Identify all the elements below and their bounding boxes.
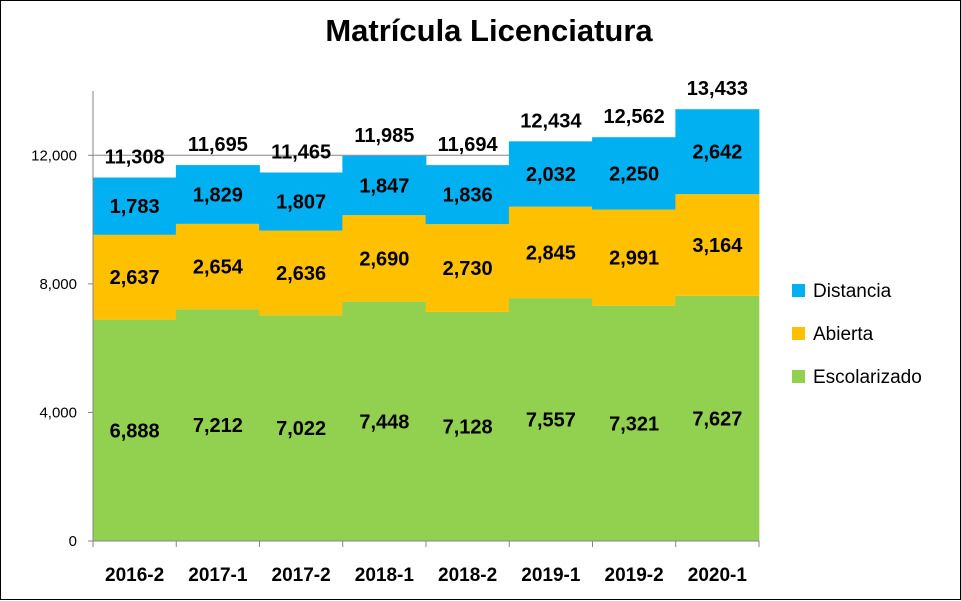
data-label-distancia: 2,250 [609,163,659,185]
data-label-distancia: 1,829 [193,184,243,206]
data-label-escolarizado: 7,022 [276,418,326,440]
legend-label-distancia: Distancia [813,281,892,302]
total-label: 12,434 [520,110,582,132]
legend-swatch-abierta [792,327,805,340]
bar-escolarizado [175,309,260,541]
data-label-abierta: 3,164 [692,235,743,257]
bar-escolarizado [508,298,593,541]
legend-swatch-distancia [792,284,805,297]
data-label-escolarizado: 7,627 [692,408,742,430]
data-label-escolarizado: 7,557 [526,410,576,432]
x-category-label: 2018-2 [438,565,497,586]
bar-distancia [175,165,260,224]
bar-abierta [175,223,260,310]
bar-distancia [592,137,677,210]
data-label-distancia: 2,642 [692,142,742,164]
data-label-abierta: 2,654 [193,257,244,279]
bar-escolarizado [592,305,677,541]
x-category-label: 2018-1 [355,565,415,586]
bar-escolarizado [259,315,344,541]
bar-escolarizado [342,301,427,541]
data-label-abierta: 2,690 [359,248,409,270]
chart-title: Matrícula Licenciatura [325,13,653,48]
bar-abierta [425,224,510,312]
bar-escolarizado [92,319,177,541]
data-label-abierta: 2,730 [443,258,493,280]
total-label: 11,465 [271,141,331,163]
bar-abierta [342,215,427,302]
legend-label-abierta: Abierta [813,324,874,345]
bar-distancia [342,155,427,216]
bar-abierta [259,230,344,316]
data-label-distancia: 2,032 [526,164,576,186]
data-label-escolarizado: 7,321 [609,413,659,435]
data-label-distancia: 1,807 [276,192,326,214]
x-category-label: 2019-1 [521,565,581,586]
x-category-label: 2020-1 [688,565,748,586]
data-label-distancia: 1,783 [110,196,160,218]
y-tick-label: 0 [69,533,77,550]
x-category-label: 2019-2 [605,565,664,586]
bar-abierta [508,206,593,299]
total-label: 11,985 [354,125,414,147]
bar-distancia [92,177,177,235]
bar-distancia [675,109,760,195]
x-category-label: 2017-2 [272,565,331,586]
data-label-escolarizado: 7,448 [359,411,409,433]
data-label-abierta: 2,991 [609,248,659,270]
x-category-label: 2017-1 [188,565,248,586]
legend-swatch-escolarizado [792,370,805,383]
y-tick-label: 8,000 [39,276,77,293]
bar-escolarizado [425,311,510,541]
x-category-label: 2016-2 [105,565,164,586]
bar-abierta [92,234,177,320]
bar-distancia [259,172,344,231]
total-label: 13,433 [687,78,748,100]
total-label: 11,694 [438,134,499,156]
total-label: 12,562 [604,106,665,128]
bar-distancia [425,165,510,225]
data-label-escolarizado: 7,128 [443,416,493,438]
data-label-abierta: 2,636 [276,263,326,285]
bar-abierta [592,209,677,306]
legend-label-escolarizado: Escolarizado [813,367,922,388]
data-label-escolarizado: 6,888 [110,420,160,442]
data-label-abierta: 2,845 [526,242,576,264]
data-label-escolarizado: 7,212 [193,415,243,437]
data-label-distancia: 1,836 [443,185,493,207]
y-tick-label: 12,000 [31,147,77,164]
y-tick-label: 4,000 [39,404,77,421]
bar-abierta [675,194,760,296]
total-label: 11,308 [105,147,165,169]
data-label-abierta: 2,637 [110,267,160,289]
data-label-distancia: 1,847 [359,175,409,197]
total-label: 11,695 [188,134,248,156]
bar-escolarizado [675,295,760,541]
bar-distancia [508,141,593,207]
